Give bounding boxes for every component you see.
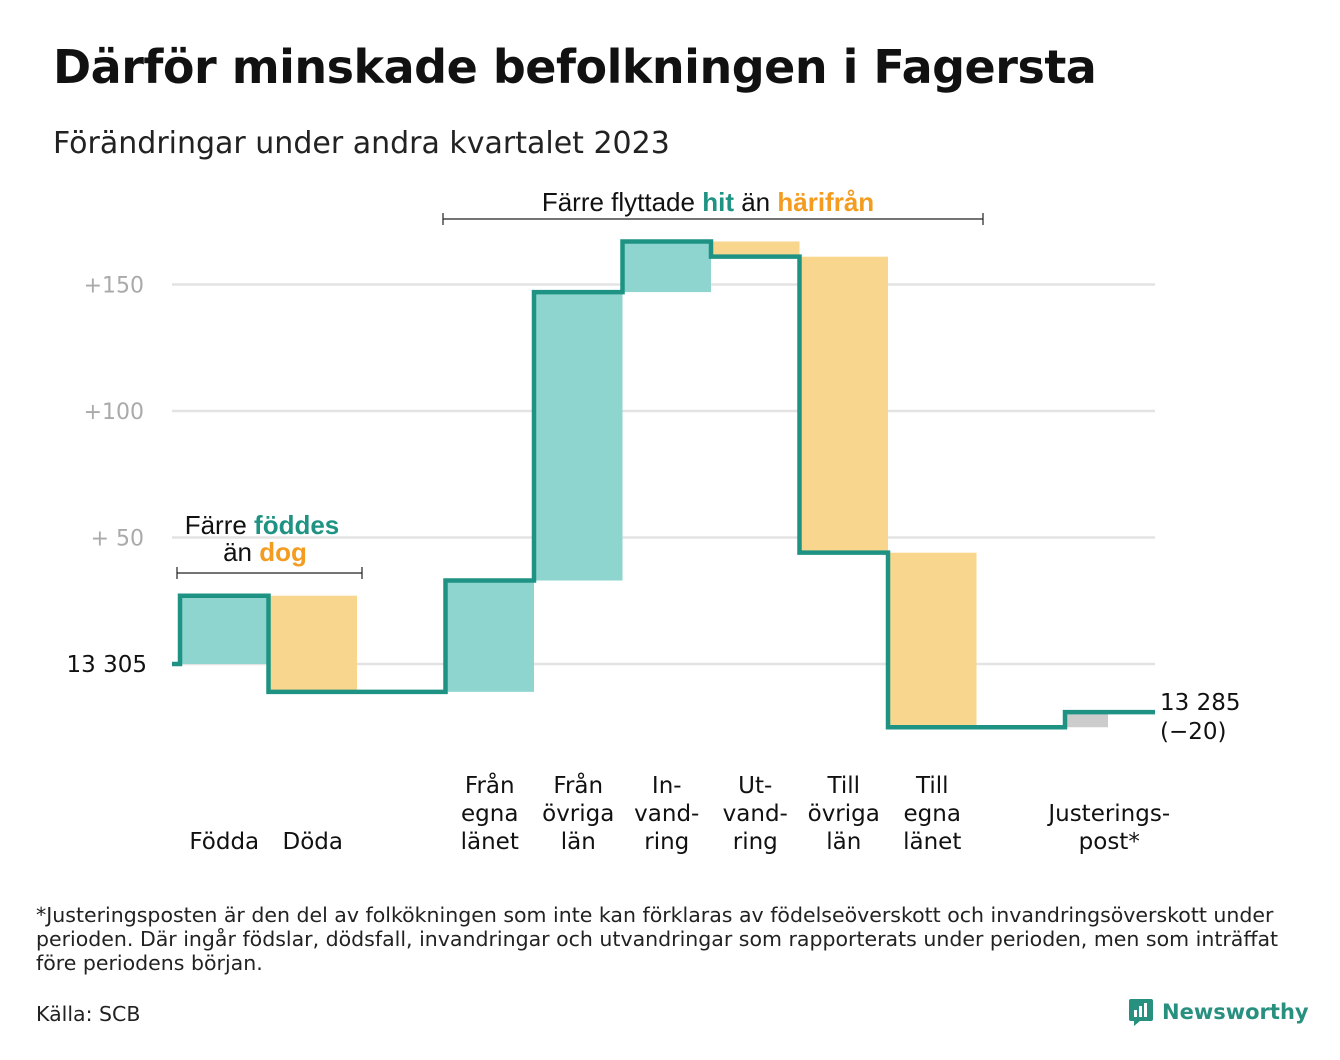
running-total-line bbox=[172, 239, 1155, 730]
category-label-invandring: vand- bbox=[634, 801, 699, 827]
category-label-fran_egna: länet bbox=[461, 829, 519, 855]
end-change-label: (−20) bbox=[1160, 719, 1226, 745]
bar-justering bbox=[1065, 712, 1108, 728]
category-label-till_egna: Till bbox=[915, 773, 949, 799]
bar-fran_egna bbox=[445, 580, 534, 692]
page-title: Därför minskade befolkningen i Fagersta bbox=[53, 40, 1097, 94]
y-tick-label: +100 bbox=[84, 400, 144, 425]
newsworthy-logo: Newsworthy bbox=[1128, 997, 1309, 1027]
annotation-birth-line2: än dog bbox=[223, 537, 307, 567]
bar-fran_ovriga bbox=[534, 292, 623, 581]
category-label-fran_egna: egna bbox=[461, 801, 518, 827]
source-note: Källa: SCB bbox=[36, 1002, 141, 1026]
footnote: *Justeringsposten är den del av folkökni… bbox=[36, 903, 1279, 975]
category-label-till_ovriga: Till bbox=[826, 773, 860, 799]
category-label-utvandring: ring bbox=[733, 829, 778, 855]
bar-invandring bbox=[622, 241, 711, 293]
newsworthy-logo-icon bbox=[1129, 999, 1153, 1026]
category-label-fran_ovriga: län bbox=[561, 829, 596, 855]
start-value-label: 13 305 bbox=[67, 652, 147, 678]
category-label-till_egna: länet bbox=[903, 829, 961, 855]
bar-fodda bbox=[180, 595, 269, 664]
page-subtitle: Förändringar under andra kvartalet 2023 bbox=[53, 126, 670, 161]
category-label-fodda: Födda bbox=[189, 829, 259, 855]
category-label-invandring: In- bbox=[652, 773, 682, 799]
category-label-fran_egna: Från bbox=[465, 771, 515, 799]
category-label-utvandring: vand- bbox=[723, 801, 788, 827]
y-tick-label: + 50 bbox=[91, 527, 144, 552]
newsworthy-logo-text: Newsworthy bbox=[1162, 1000, 1309, 1024]
category-label-invandring: ring bbox=[644, 829, 689, 855]
category-label-fran_ovriga: Från bbox=[553, 771, 603, 799]
waterfall-chart: + 50 +100 +150 13 305 13 285 (−20) Födda Döda Fr… bbox=[67, 187, 1241, 855]
bar-doda bbox=[268, 595, 357, 692]
category-label-fran_ovriga: övriga bbox=[542, 801, 614, 827]
category-label-doda: Döda bbox=[283, 829, 343, 855]
y-tick-label: +150 bbox=[84, 274, 144, 299]
annotation-migration-bracket bbox=[442, 213, 984, 225]
end-value-label: 13 285 bbox=[1160, 690, 1240, 716]
annotation-birth-bracket bbox=[176, 567, 363, 579]
category-label-justering: Justerings- bbox=[1046, 801, 1170, 827]
annotation-birth-line1: Färre föddes bbox=[185, 510, 340, 540]
bar-till_ovriga bbox=[799, 256, 888, 553]
category-label-utvandring: Ut- bbox=[738, 773, 772, 799]
bar-utvandring bbox=[711, 241, 800, 257]
category-label-till_ovriga: län bbox=[826, 829, 861, 855]
category-label-till_ovriga: övriga bbox=[808, 801, 880, 827]
category-label-till_egna: egna bbox=[904, 801, 961, 827]
category-label-justering: post* bbox=[1079, 829, 1140, 855]
annotation-migration: Färre flyttade hit än härifrån bbox=[542, 187, 874, 217]
bar-till_egna bbox=[888, 552, 977, 728]
